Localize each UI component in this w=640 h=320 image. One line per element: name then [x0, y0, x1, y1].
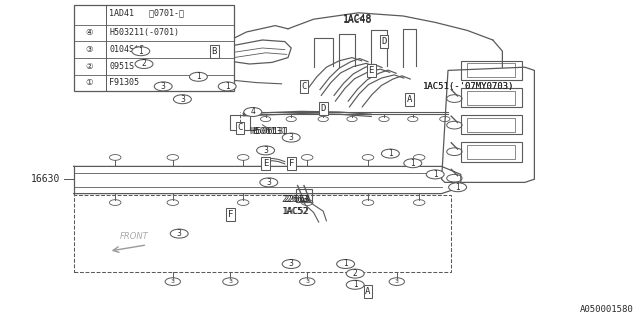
Text: F: F — [289, 159, 294, 168]
Text: 1AC51(-'07MY0703): 1AC51(-'07MY0703) — [422, 82, 514, 91]
Text: 3: 3 — [266, 178, 271, 187]
Text: 3: 3 — [177, 229, 182, 238]
Text: E: E — [369, 66, 374, 75]
Text: 1AC51(-'07MY0703): 1AC51(-'07MY0703) — [422, 82, 514, 91]
Circle shape — [135, 60, 153, 68]
Text: D: D — [381, 37, 387, 46]
Circle shape — [346, 280, 364, 289]
Text: ③: ③ — [86, 45, 93, 54]
Text: 1AC48: 1AC48 — [342, 14, 372, 24]
Text: A: A — [365, 287, 371, 296]
Text: 3: 3 — [171, 279, 175, 284]
Text: 3: 3 — [289, 260, 294, 268]
Circle shape — [282, 133, 300, 142]
Text: C: C — [301, 82, 307, 91]
Bar — [467, 63, 515, 77]
Text: 1: 1 — [343, 260, 348, 268]
Text: A050001580: A050001580 — [580, 305, 634, 314]
Text: H503211(-0701): H503211(-0701) — [109, 28, 179, 37]
Circle shape — [337, 260, 355, 268]
Text: 4: 4 — [250, 108, 255, 116]
Circle shape — [170, 229, 188, 238]
Text: 3: 3 — [180, 95, 185, 104]
Text: 1: 1 — [433, 170, 438, 179]
Text: 1AC52: 1AC52 — [282, 207, 308, 216]
Bar — [461, 142, 522, 162]
Circle shape — [426, 170, 444, 179]
Circle shape — [173, 95, 191, 104]
Bar — [296, 189, 312, 202]
Circle shape — [132, 47, 150, 56]
Text: FRONT: FRONT — [120, 232, 148, 241]
Text: C: C — [237, 124, 243, 132]
Text: 1: 1 — [353, 280, 358, 289]
Text: 16630: 16630 — [31, 174, 60, 184]
Bar — [230, 115, 250, 130]
Bar — [467, 145, 515, 159]
Text: 3: 3 — [228, 279, 232, 284]
Text: H506131: H506131 — [250, 127, 287, 136]
Text: 3: 3 — [161, 82, 166, 91]
Text: 1: 1 — [410, 159, 415, 168]
Text: 1AC48: 1AC48 — [342, 15, 372, 25]
Text: B: B — [212, 47, 217, 56]
Text: 0104S*G: 0104S*G — [109, 45, 145, 54]
Text: 1: 1 — [196, 72, 201, 81]
Text: 3: 3 — [263, 146, 268, 155]
Text: ①: ① — [86, 78, 93, 87]
Bar — [461, 88, 522, 107]
Text: 3: 3 — [289, 133, 294, 142]
Text: 1: 1 — [455, 183, 460, 192]
Circle shape — [404, 159, 422, 168]
Bar — [467, 91, 515, 105]
Bar — [467, 118, 515, 132]
Circle shape — [154, 82, 172, 91]
Text: 3: 3 — [305, 279, 309, 284]
Circle shape — [449, 183, 467, 192]
Circle shape — [282, 260, 300, 268]
Text: 22663: 22663 — [283, 196, 310, 204]
Text: 22663: 22663 — [282, 196, 308, 204]
Text: 1: 1 — [225, 82, 230, 91]
Text: F: F — [228, 210, 233, 219]
Text: 1: 1 — [138, 47, 143, 56]
Bar — [461, 61, 522, 80]
Text: ②: ② — [86, 62, 93, 71]
Text: 0951S: 0951S — [109, 62, 134, 71]
Circle shape — [257, 146, 275, 155]
Circle shape — [189, 72, 207, 81]
Text: H506131: H506131 — [251, 127, 289, 136]
Circle shape — [244, 108, 262, 116]
Text: 1AD41   〈0701-〉: 1AD41 〈0701-〉 — [109, 8, 184, 17]
Bar — [74, 5, 234, 91]
Circle shape — [260, 178, 278, 187]
Text: E: E — [263, 159, 268, 168]
Text: 3: 3 — [395, 279, 399, 284]
Circle shape — [346, 269, 364, 278]
Text: D: D — [321, 104, 326, 113]
Text: ④: ④ — [86, 28, 93, 37]
Text: 2: 2 — [353, 269, 358, 278]
Text: F91305: F91305 — [109, 78, 140, 87]
Circle shape — [381, 149, 399, 158]
Bar — [74, 195, 451, 272]
Text: 2: 2 — [141, 60, 147, 68]
Circle shape — [218, 82, 236, 91]
Text: 1AC52: 1AC52 — [283, 207, 310, 216]
Text: A: A — [407, 95, 412, 104]
Bar — [461, 115, 522, 134]
Text: 1: 1 — [388, 149, 393, 158]
